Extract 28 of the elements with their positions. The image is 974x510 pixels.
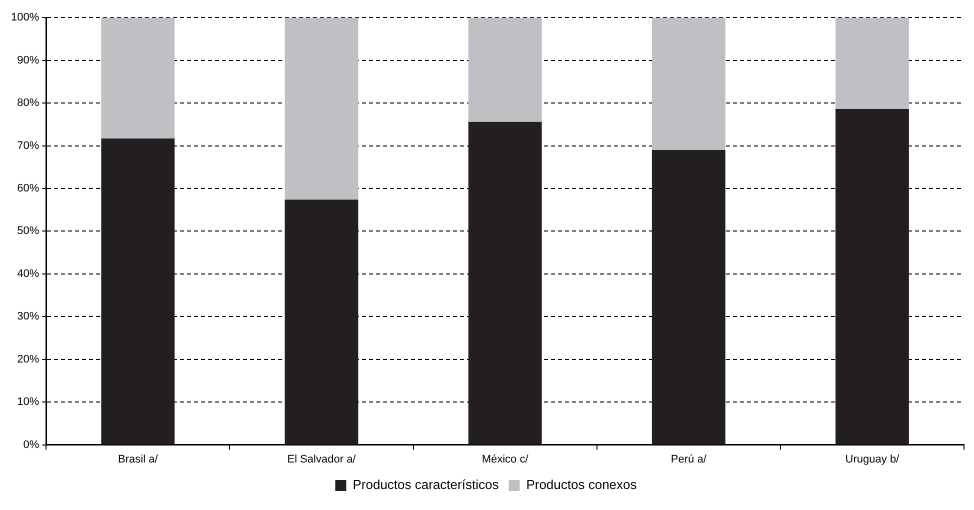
y-tick-label: 20% (17, 353, 40, 366)
bar (652, 150, 726, 444)
y-tick-label: 100% (10, 12, 40, 24)
bar (101, 138, 175, 444)
y-tick-label: 90% (17, 54, 40, 66)
x-tick-label: Perú a/ (670, 453, 708, 466)
bar (836, 109, 909, 444)
bar (101, 18, 175, 138)
legend-label: Productos conexos (526, 477, 638, 492)
legend-label: Productos característicos (352, 477, 500, 492)
y-tick-label: 30% (17, 310, 40, 323)
y-tick-label: 70% (17, 140, 40, 152)
y-tick-label: 60% (17, 182, 40, 195)
bar (284, 18, 358, 200)
y-tick-label: 50% (17, 225, 40, 238)
x-tick-label: Uruguay b/ (845, 453, 900, 466)
x-tick-label: Brasil a/ (118, 453, 159, 466)
bar (652, 18, 726, 150)
y-tick-label: 80% (17, 97, 40, 110)
y-tick-label: 10% (17, 396, 40, 408)
bar (284, 200, 358, 444)
bar (468, 18, 542, 122)
y-tick-label: 0% (23, 438, 40, 451)
bar (836, 18, 909, 110)
x-tick-label: El Salvador a/ (287, 453, 357, 466)
y-tick-label: 40% (17, 268, 40, 280)
x-tick-label: México c/ (482, 453, 530, 466)
bar (468, 122, 542, 444)
